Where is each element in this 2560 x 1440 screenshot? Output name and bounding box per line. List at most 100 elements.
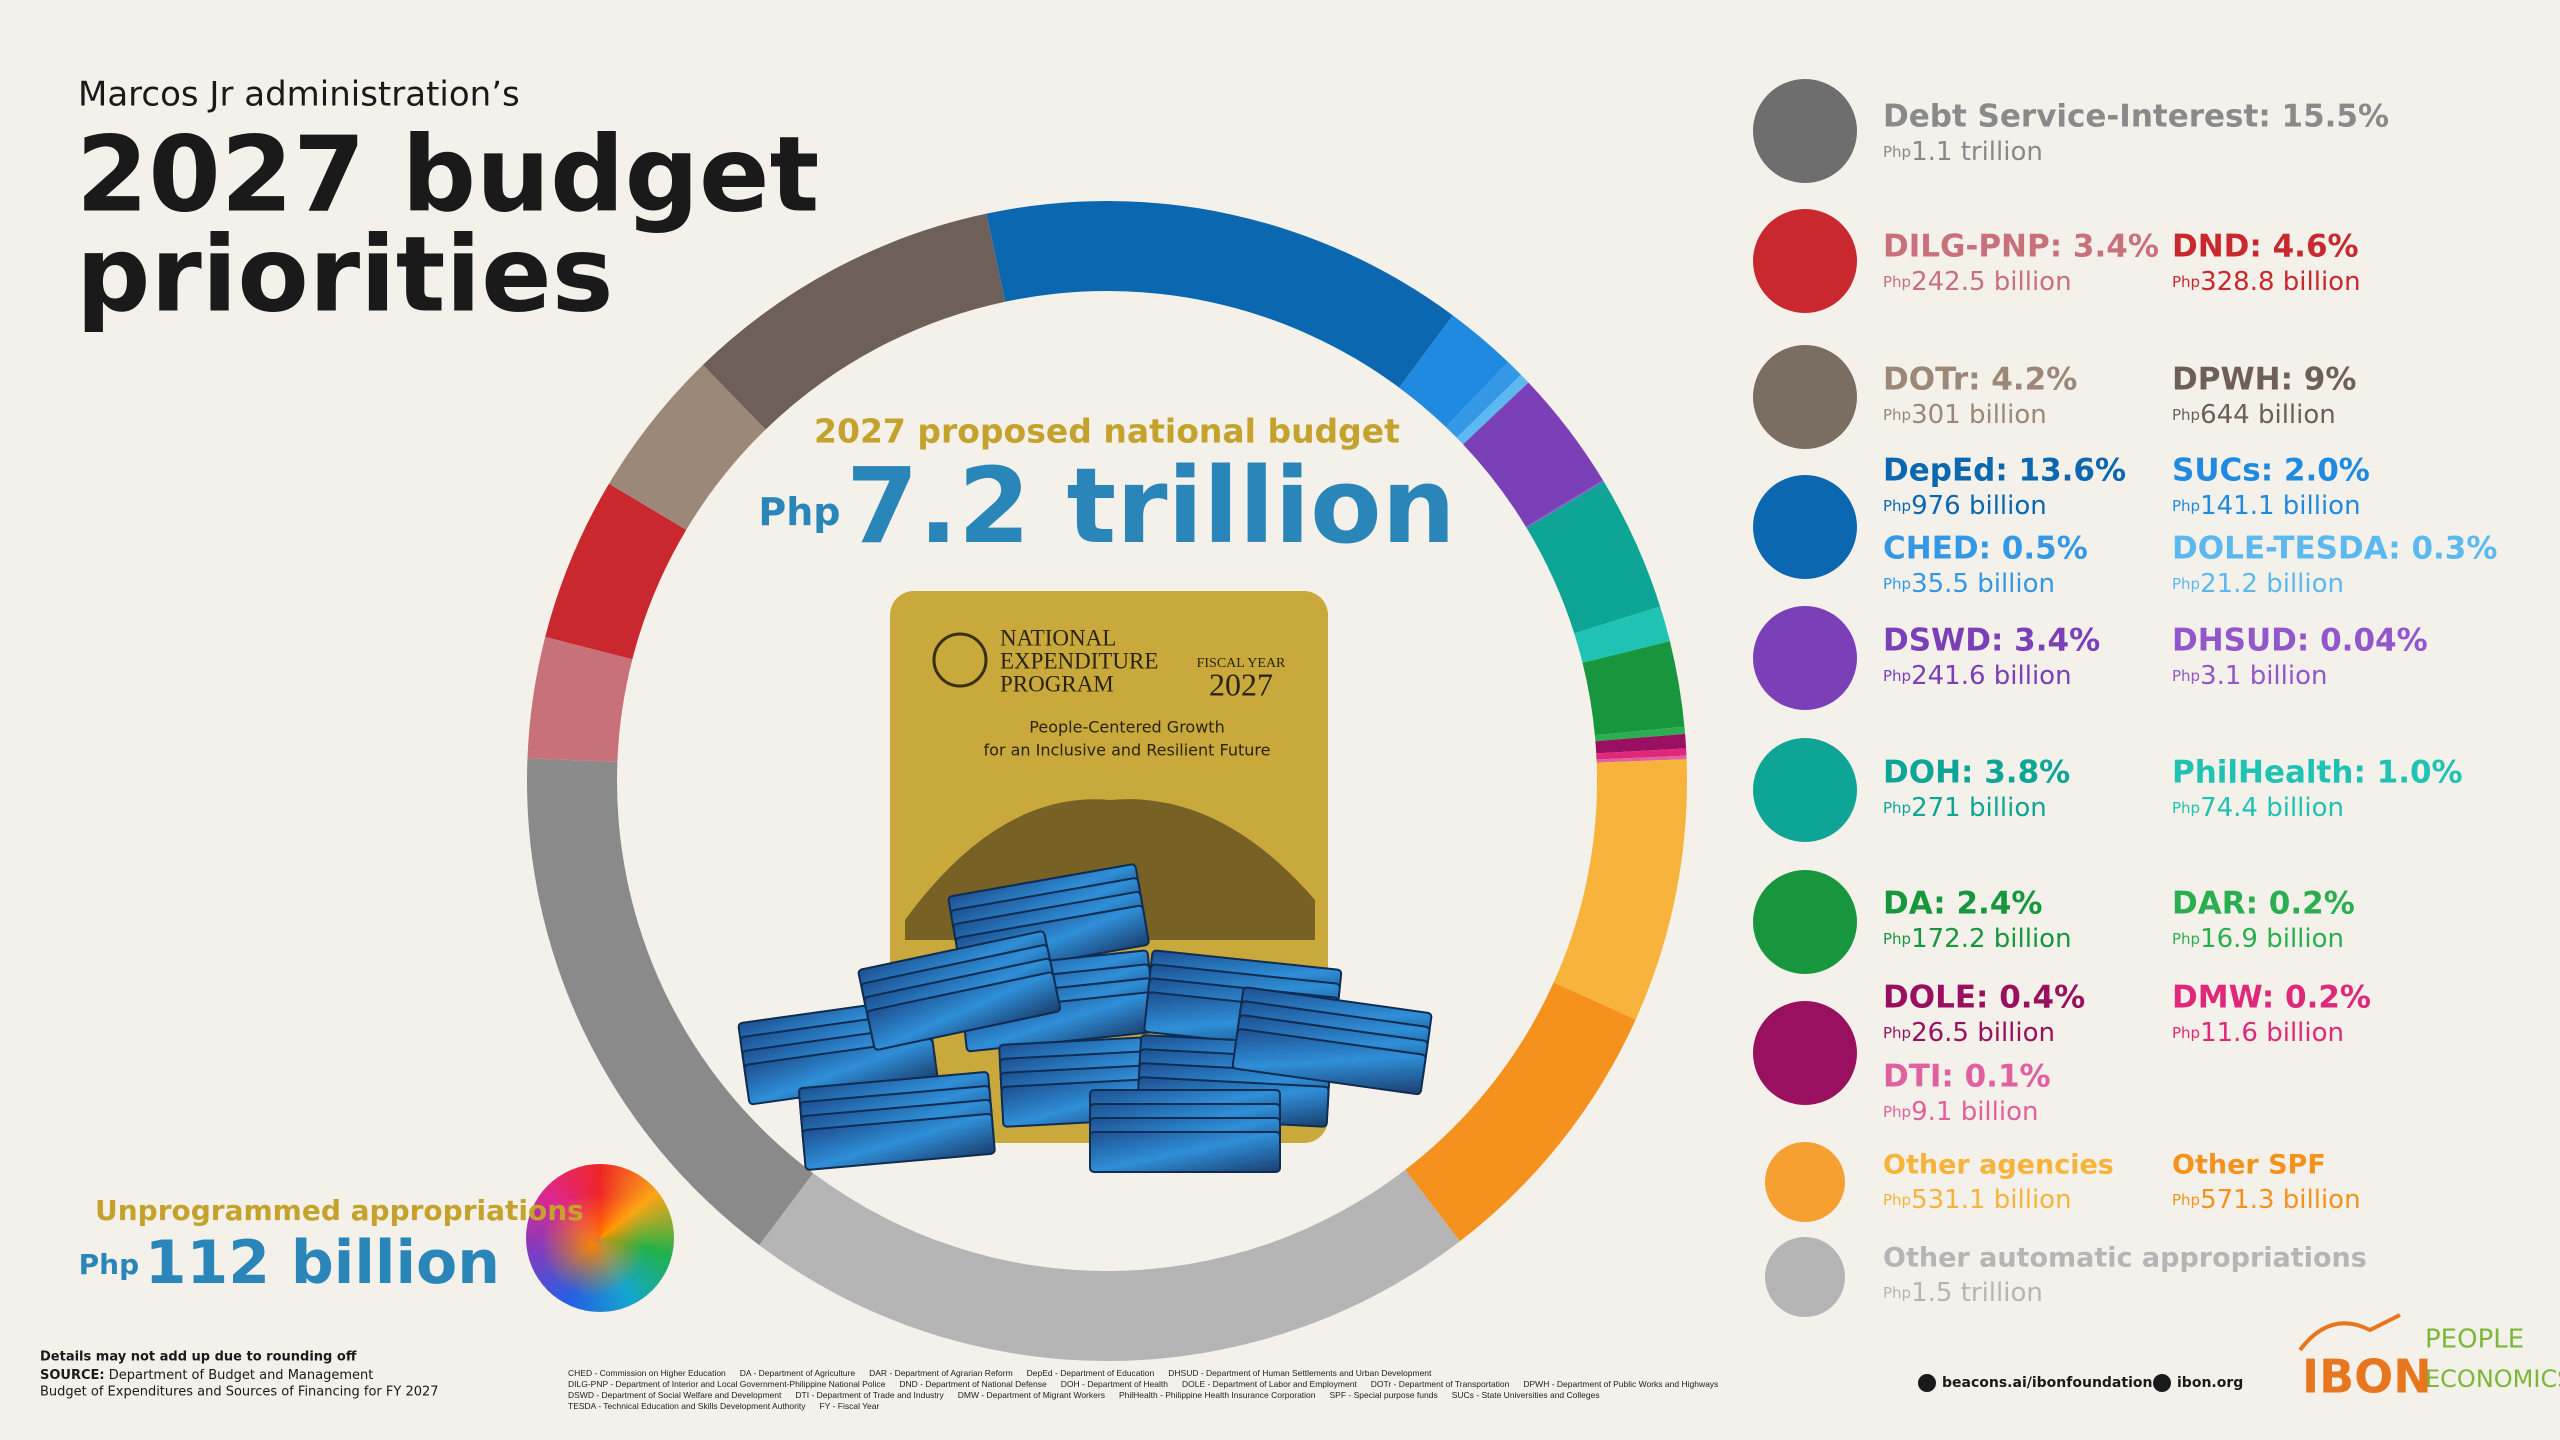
book-fiscal: FISCAL YEAR <box>1197 656 1286 671</box>
legend-entry: Debt Service-Interest: 15.5%Php1.1 trill… <box>1883 99 2389 167</box>
donut-segment <box>1526 481 1661 634</box>
abbreviations: CHED - Commission on Higher Education DA … <box>568 1368 1748 1412</box>
amount: 3.1 billion <box>2200 661 2327 691</box>
legend-entry: DMW: 0.2%Php11.6 billion <box>2172 980 2371 1048</box>
legend-amount: Php571.3 billion <box>2172 1185 2361 1215</box>
legend-heading: DOTr: 4.2% <box>1883 362 2077 398</box>
legend-heading: PhilHealth: 1.0% <box>2172 755 2463 791</box>
unprogrammed-label: Unprogrammed appropriations <box>95 1194 584 1227</box>
amount: 328.8 billion <box>2200 267 2360 297</box>
legend-icons <box>1753 79 1857 1317</box>
legend-entry: DOH: 3.8%Php271 billion <box>1883 755 2070 823</box>
amount: 11.6 billion <box>2200 1018 2344 1048</box>
donut-segment <box>1574 606 1670 663</box>
donut-segment <box>1582 641 1685 736</box>
book-title: PROGRAM <box>1000 671 1114 696</box>
legend-entry: DILG-PNP: 3.4%Php242.5 billion <box>1883 229 2159 297</box>
unprogrammed-icon <box>526 1164 674 1312</box>
book-title: EXPENDITURE <box>1000 648 1158 673</box>
donut <box>527 200 1687 1361</box>
amount: 976 billion <box>1911 491 2047 521</box>
amount: 74.4 billion <box>2200 793 2344 823</box>
amount: 141.1 billion <box>2200 491 2360 521</box>
amount: 1.1 trillion <box>1911 137 2043 167</box>
source: Department of Budget and Management <box>109 1368 374 1383</box>
icon <box>1753 1001 1857 1105</box>
donut-segment <box>527 758 814 1246</box>
abbreviation: DHSUD - Department of Human Settlements … <box>1168 1368 1432 1378</box>
legend-entry: DND: 4.6%Php328.8 billion <box>2172 229 2361 297</box>
legend-heading: DPWH: 9% <box>2172 362 2356 398</box>
legend-entry: DOTr: 4.2%Php301 billion <box>1883 362 2077 430</box>
abbreviation: DAR - Department of Agrarian Reform <box>869 1368 1013 1378</box>
legend-amount: Php74.4 billion <box>2172 793 2344 823</box>
seal <box>932 632 988 688</box>
amount: 531.1 billion <box>1911 1185 2071 1215</box>
amount: 26.5 billion <box>1911 1018 2055 1048</box>
abbreviation: DILG-PNP - Department of Interior and Lo… <box>568 1379 886 1389</box>
abbreviation: DPWH - Department of Public Works and Hi… <box>1523 1379 1719 1389</box>
amount: 112 billion <box>145 1228 500 1298</box>
donut-segment <box>1595 733 1687 754</box>
book-tagline: People-Centered Growth <box>1029 718 1224 737</box>
logo-roof <box>2298 1313 2401 1352</box>
amount: 172.2 billion <box>1911 924 2071 954</box>
donut-segment <box>1445 362 1521 438</box>
cash-bundle <box>801 1112 996 1171</box>
legend-heading: Other automatic appropriations <box>1883 1243 2367 1274</box>
legend-entry: Other automatic appropriations Php1.5 tri… <box>1883 1243 2367 1308</box>
legend-heading: DSWD: 3.4% <box>1883 623 2100 659</box>
amount: 241.6 billion <box>1911 661 2071 691</box>
unprogrammed-amount: Php 112 billion <box>79 1228 500 1298</box>
legend-entry: DepEd: 13.6%Php976 billion <box>1883 453 2126 521</box>
icon <box>1753 209 1857 313</box>
legend-amount: Php531.1 billion <box>1883 1185 2072 1215</box>
link[interactable]: beacons.ai/ibonfoundation <box>1942 1375 2152 1391</box>
legend-amount: Php141.1 billion <box>2172 491 2361 521</box>
logo-2: PEOPLE <box>2425 1325 2524 1355</box>
link-icon <box>2153 1374 2171 1392</box>
currency: Php <box>2172 930 2200 948</box>
icon <box>1765 1142 1845 1222</box>
currency: Php <box>2172 799 2200 817</box>
legend-heading: DILG-PNP: 3.4% <box>1883 229 2159 265</box>
icon <box>1753 870 1857 974</box>
legend-amount: Php241.6 billion <box>1883 661 2072 691</box>
legend-entry: DAR: 0.2%Php16.9 billion <box>2172 886 2355 954</box>
amount: 301 billion <box>1911 400 2047 430</box>
legend-heading: SUCs: 2.0% <box>2172 453 2370 489</box>
legend-entry: Other SPF Php571.3 billion <box>2172 1150 2361 1215</box>
abbreviation: PhilHealth - Philippine Health Insurance… <box>1118 1390 1316 1400</box>
legend-heading: DHSUD: 0.04% <box>2172 623 2428 659</box>
book-tagline: for an Inclusive and Resilient Future <box>984 741 1271 760</box>
abbreviation: DOLE - Department of Labor and Employmen… <box>1181 1379 1357 1389</box>
amount: 9.1 billion <box>1911 1097 2038 1127</box>
legend-heading: CHED: 0.5% <box>1883 531 2088 567</box>
icon <box>1753 475 1857 579</box>
donut-segment <box>1463 382 1603 527</box>
currency: Php <box>2172 667 2200 685</box>
icon <box>1753 345 1857 449</box>
abbreviation: SUCs - State Universities and Colleges <box>1451 1390 1600 1400</box>
legend-amount: Php3.1 billion <box>2172 661 2327 691</box>
legend-entry: PhilHealth: 1.0%Php74.4 billion <box>2172 755 2463 823</box>
legend-amount: Php271 billion <box>1883 793 2047 823</box>
legend-entry: DOLE-TESDA: 0.3%Php21.2 billion <box>2172 531 2497 599</box>
legend-entry: DSWD: 3.4%Php241.6 billion <box>1883 623 2100 691</box>
title: priorities <box>76 213 614 335</box>
total: 7.2 trillion <box>846 445 1456 567</box>
currency: Php <box>1883 799 1911 817</box>
donut-segment <box>1456 374 1529 445</box>
link[interactable]: ibon.org <box>2177 1375 2243 1391</box>
kicker: Marcos Jr administration’s <box>78 75 520 115</box>
currency: Php <box>1883 667 1911 685</box>
budget-label: 2027 proposed national budget <box>814 412 1400 451</box>
logo: IBON <box>2302 1350 2432 1404</box>
icon <box>1753 79 1857 183</box>
legend-amount: Php16.9 billion <box>2172 924 2344 954</box>
money <box>737 863 1433 1173</box>
currency: Php <box>2172 273 2200 291</box>
currency: Php <box>1883 1103 1911 1121</box>
donut-segment <box>1596 748 1687 760</box>
